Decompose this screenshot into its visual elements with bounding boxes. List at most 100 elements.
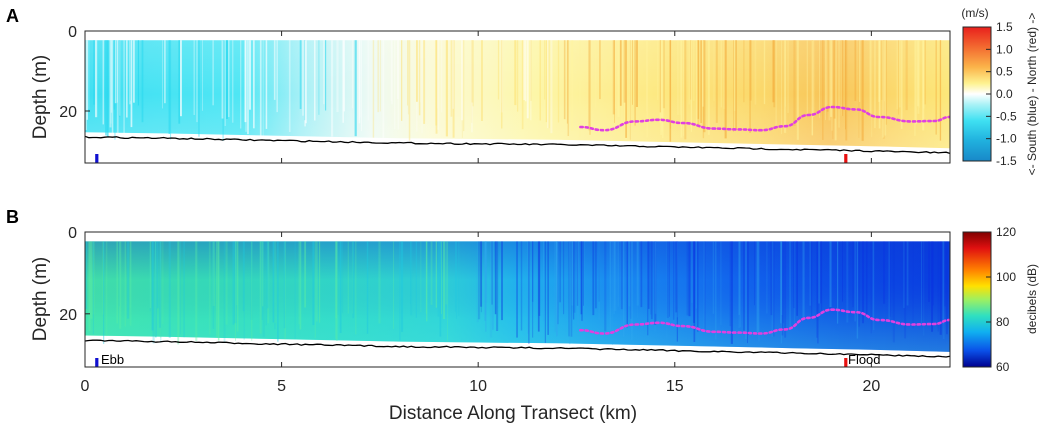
field-streak — [621, 40, 623, 138]
field-streak — [730, 241, 733, 344]
field-streak — [532, 241, 534, 302]
field-streak — [272, 241, 275, 323]
field-streak — [382, 40, 385, 142]
field-streak — [576, 241, 579, 306]
field-streak — [669, 241, 670, 317]
field-streak — [648, 241, 650, 309]
field-streak — [437, 40, 439, 130]
field-streak — [485, 241, 487, 332]
field-streak — [704, 241, 706, 332]
field-streak — [514, 40, 517, 106]
field-streak — [110, 40, 113, 113]
field-streak — [780, 241, 782, 324]
field-streak — [775, 40, 777, 127]
colorbar-tick-label: -1.5 — [996, 154, 1017, 168]
field-streak — [247, 40, 249, 135]
field-streak — [168, 40, 170, 135]
field-streak — [819, 241, 822, 304]
field-streak — [312, 241, 315, 326]
field-streak — [236, 241, 238, 305]
field-streak — [314, 241, 316, 339]
field-streak — [426, 241, 428, 322]
field-streak — [620, 241, 622, 335]
field-streak — [119, 40, 121, 116]
field-streak — [614, 40, 615, 123]
field-streak — [267, 241, 269, 309]
field-streak — [127, 241, 130, 319]
field-streak — [743, 40, 745, 103]
field-streak — [677, 40, 679, 115]
field-streak — [617, 241, 620, 307]
field-streak — [103, 241, 105, 344]
field-streak — [870, 241, 872, 334]
field-streak — [739, 241, 741, 327]
field-streak — [883, 241, 886, 304]
field-streak — [212, 241, 215, 306]
field-streak — [149, 241, 152, 309]
field-streak — [692, 40, 695, 101]
field-streak — [854, 40, 857, 101]
field-streak — [471, 40, 473, 133]
field-streak — [124, 241, 126, 327]
field-streak — [177, 241, 180, 345]
field-streak — [288, 40, 291, 133]
field-streak — [662, 40, 665, 109]
colorbar-tick-label: -0.5 — [996, 109, 1017, 123]
field-streak — [116, 241, 118, 324]
field-streak — [861, 40, 864, 141]
field-streak — [884, 40, 887, 136]
field-streak — [771, 241, 774, 337]
field-streak — [773, 40, 776, 108]
field-streak — [906, 241, 909, 306]
field-streak — [622, 241, 625, 337]
field-streak — [267, 241, 270, 324]
field-streak — [811, 241, 813, 317]
field-streak — [538, 241, 541, 316]
field-streak — [193, 40, 195, 116]
backscatter-field — [85, 241, 950, 352]
field-streak — [113, 40, 115, 110]
field-streak — [102, 241, 104, 315]
field-streak — [881, 40, 883, 100]
y-axis-label-a: Depth (m) — [30, 55, 51, 139]
field-streak — [547, 241, 549, 335]
colorbar-tick-label: 120 — [996, 225, 1016, 239]
field-streak — [738, 241, 741, 328]
x-ticks-b — [84, 232, 872, 367]
field-streak — [119, 241, 122, 329]
field-streak — [195, 241, 198, 342]
field-streak — [137, 40, 139, 106]
field-streak — [93, 40, 95, 105]
field-streak — [615, 40, 617, 109]
field-streak — [796, 40, 799, 140]
y-tick-label: 0 — [68, 225, 77, 242]
field-streak — [614, 241, 617, 311]
ebb-label: Ebb — [101, 352, 124, 367]
field-streak — [347, 241, 349, 314]
field-streak — [943, 241, 946, 307]
field-streak — [713, 40, 715, 101]
field-streak — [635, 40, 638, 108]
field-streak — [793, 40, 795, 127]
field-streak — [361, 40, 362, 132]
field-streak — [501, 241, 503, 321]
field-streak — [563, 40, 566, 120]
field-streak — [626, 241, 628, 328]
field-streak — [342, 40, 344, 123]
field-streak — [298, 241, 301, 325]
field-streak — [654, 241, 656, 332]
field-streak — [539, 40, 541, 121]
field-streak — [554, 241, 556, 332]
field-streak — [684, 40, 687, 140]
field-streak — [629, 40, 631, 140]
velocity-colorbar-label: <- South (blue) - North (red) -> — [1025, 13, 1039, 176]
field-streak — [528, 241, 530, 344]
field-streak — [118, 40, 121, 117]
field-streak — [889, 241, 891, 317]
field-streak — [583, 241, 585, 330]
field-streak — [570, 241, 573, 337]
field-streak — [265, 40, 268, 129]
field-streak — [88, 40, 90, 109]
field-streak — [323, 40, 325, 105]
field-streak — [856, 241, 859, 339]
